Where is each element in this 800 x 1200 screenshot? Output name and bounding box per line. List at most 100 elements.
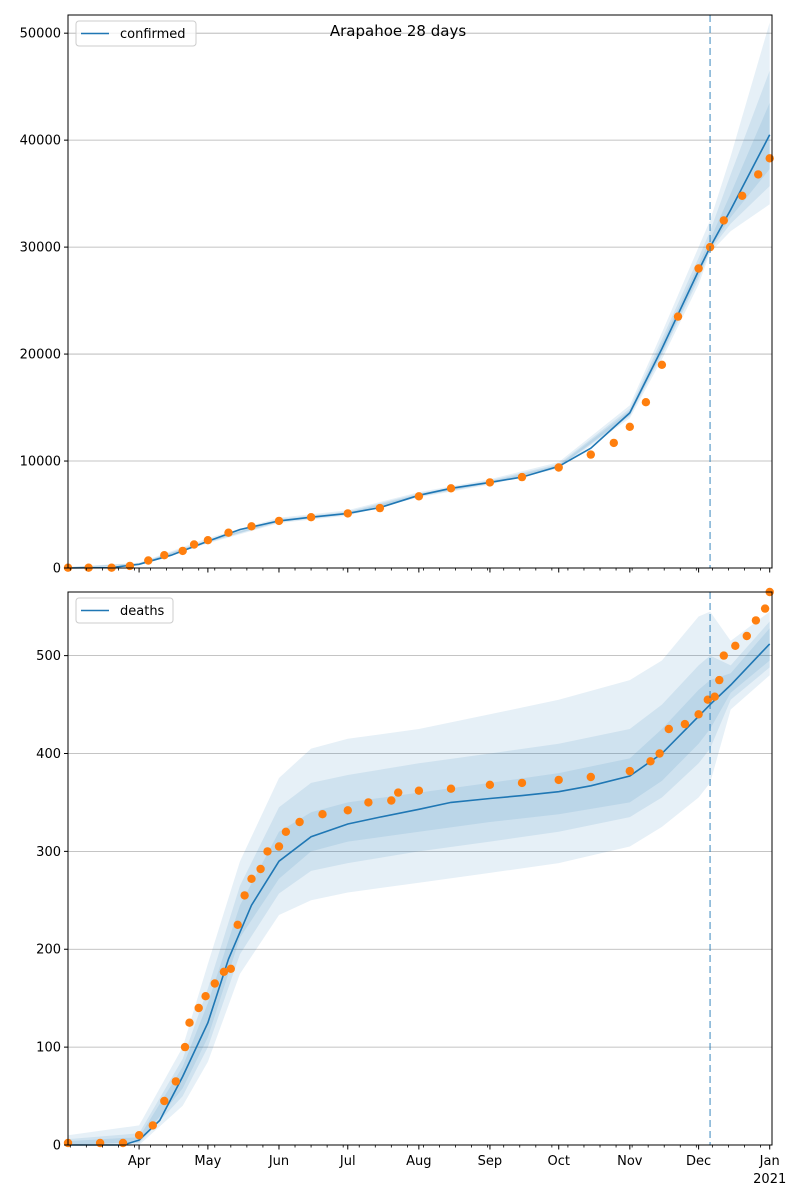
deaths-observed-point [219,967,229,976]
confirmed-legend: confirmed [75,20,197,47]
confirmed-observed-point [247,522,256,531]
confirmed-model-line [67,134,771,569]
deaths-observed-point [343,806,352,815]
deaths-x-tick-label: Aug [406,1154,431,1169]
confirmed-observed-point [738,191,747,200]
deaths-observed-point [586,772,595,782]
confirmed-observed-point [178,546,187,556]
confirmed-x-ticks [69,568,771,573]
confirmed-observed-points [63,154,774,572]
deaths-observed-point [664,724,673,734]
deaths-observed-point [446,784,456,793]
deaths-observed-point [387,796,396,805]
deaths-y-tick-label: 200 [36,943,61,958]
confirmed-y-tick-label: 40000 [20,134,61,149]
confirmed-observed-point [641,398,651,407]
confirmed-observed-point [754,170,763,179]
deaths-observed-point [194,1003,203,1013]
deaths-y-tick-label: 100 [36,1041,61,1056]
deaths-observed-point [295,817,304,827]
deaths-observed-point [710,692,719,701]
deaths-uncertainty-bands [68,611,770,1145]
deaths-x-tick-label: Jan [759,1154,780,1169]
deaths-observed-point [394,788,403,797]
deaths-observed-point [742,631,751,641]
deaths-observed-point [160,1096,169,1106]
confirmed-observed-point [625,422,634,431]
deaths-panel: 0 100 200 300 400 500 Apr May Jun Jul Aug Sep Oct No… [36,587,786,1187]
deaths-observed-point [625,766,634,776]
deaths-observed-point [118,1138,128,1148]
confirmed-y-tick-label: 50000 [20,27,61,42]
confirmed-observed-point [719,216,728,225]
confirmed-observed-point [517,472,527,482]
confirmed-observed-point [673,312,683,321]
confirmed-observed-point [657,360,667,369]
confirmed-observed-point [203,536,213,545]
deaths-observed-point [715,675,724,685]
confirmed-observed-point [160,551,169,560]
deaths-observed-point [751,616,761,625]
deaths-observed-point [263,847,272,856]
confirmed-observed-point [125,561,135,571]
deaths-observed-point [318,810,327,819]
deaths-band-0 [68,611,770,1145]
deaths-observed-point [210,979,219,988]
deaths-observed-point [95,1138,105,1148]
confirmed-model-line-group [67,134,771,569]
deaths-observed-point [694,710,703,719]
deaths-y-tick-label: 0 [53,1139,61,1154]
confirmed-observed-point [189,540,199,549]
deaths-observed-points [63,587,774,1148]
confirmed-observed-point [414,492,424,501]
deaths-observed-point [485,780,495,789]
deaths-observed-point [185,1018,194,1027]
deaths-observed-point [680,719,690,729]
deaths-observed-point [760,604,770,613]
deaths-observed-point [226,964,235,973]
deaths-observed-point [134,1131,144,1140]
confirmed-legend-label: confirmed [120,27,186,42]
deaths-observed-point [240,891,249,900]
confirmed-y-tick-label: 0 [53,562,61,577]
confirmed-legend-box [75,20,197,47]
confirmed-y-tick-label: 20000 [20,348,61,363]
deaths-observed-point [281,827,291,836]
confirmed-y-ticks: 0 10000 20000 30000 40000 50000 [20,27,68,577]
deaths-observed-point [274,842,284,851]
deaths-observed-point [247,874,256,883]
deaths-observed-point [233,920,242,929]
confirmed-observed-point [224,528,233,537]
deaths-x-tick-label: May [194,1154,221,1169]
confirmed-observed-point [485,478,495,487]
confirmed-observed-point [375,503,385,513]
confirmed-observed-point [765,154,774,163]
deaths-observed-point [148,1121,157,1130]
deaths-x-tick-label: Sep [478,1154,503,1169]
confirmed-observed-point [554,463,563,472]
deaths-legend: deaths [75,597,174,624]
deaths-observed-point [414,786,424,795]
deaths-observed-point [171,1077,180,1086]
confirmed-observed-point [694,264,703,273]
deaths-x-tick-label: Oct [547,1154,569,1169]
confirmed-observed-point [274,516,284,526]
deaths-x-year-label: 2021 [753,1172,786,1187]
deaths-observed-point [731,641,740,650]
confirmed-observed-point [144,556,153,565]
deaths-y-tick-label: 500 [36,649,61,664]
deaths-observed-point [554,775,563,785]
confirmed-observed-point [446,484,456,493]
deaths-observed-point [517,778,527,788]
deaths-legend-box [75,597,174,624]
confirmed-observed-point [609,438,618,448]
deaths-y-tick-label: 400 [36,747,61,762]
confirmed-y-tick-label: 10000 [20,455,61,470]
deaths-observed-point [646,757,655,766]
deaths-x-tick-label: Apr [128,1154,151,1169]
deaths-x-tick-label: Jul [339,1154,356,1169]
confirmed-observed-point [306,513,316,522]
deaths-observed-point [655,749,664,758]
deaths-observed-point [201,992,210,1001]
